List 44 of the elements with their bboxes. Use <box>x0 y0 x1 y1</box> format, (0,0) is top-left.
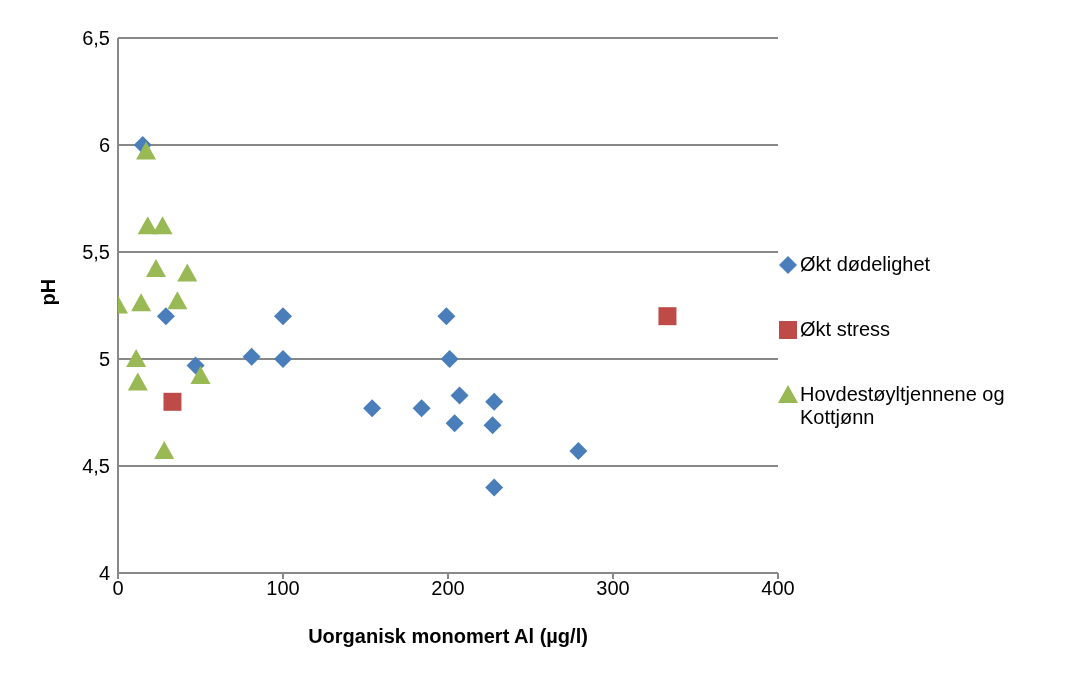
x-tick-label: 100 <box>266 577 300 600</box>
x-axis-title: Uorganisk monomert Al (µg/l) <box>308 625 588 647</box>
point <box>363 399 382 418</box>
y-tick-label: 4,5 <box>82 455 110 478</box>
point <box>274 350 292 368</box>
x-tick-label: 400 <box>761 577 795 600</box>
point <box>167 291 188 310</box>
point <box>437 307 456 326</box>
point <box>274 307 292 326</box>
point <box>483 416 502 435</box>
point <box>131 293 152 312</box>
point <box>126 349 147 367</box>
y-tick-label: 6,5 <box>82 27 110 50</box>
y-axis-title: pH <box>37 278 60 306</box>
point <box>137 216 158 235</box>
point <box>152 216 173 235</box>
point <box>445 414 464 433</box>
y-tick-label: 5 <box>98 348 110 371</box>
point <box>412 399 431 418</box>
x-tick-label: 200 <box>431 577 465 600</box>
y-tick-label: 5,5 <box>82 241 110 264</box>
point <box>485 392 504 411</box>
y-tick-label: 4 <box>98 562 110 585</box>
legend-label: Økt stress <box>800 317 891 341</box>
legend-label: Økt dødelighet <box>800 252 931 276</box>
point <box>190 366 211 385</box>
point <box>145 259 166 278</box>
point <box>127 372 148 391</box>
point <box>242 347 261 366</box>
point <box>154 441 175 460</box>
point <box>177 263 198 282</box>
point <box>658 307 677 326</box>
legend-label: Hovdestøyltjennene og Kottjønn <box>800 382 1006 429</box>
x-tick-label: 0 <box>112 577 124 600</box>
point <box>136 141 157 160</box>
point <box>485 478 504 497</box>
x-tick-label: 300 <box>596 577 630 600</box>
point <box>156 307 175 326</box>
point <box>440 350 459 368</box>
point <box>569 442 588 461</box>
point <box>186 356 205 375</box>
point <box>450 386 469 405</box>
y-tick-label: 6 <box>98 134 110 157</box>
point <box>163 392 182 411</box>
